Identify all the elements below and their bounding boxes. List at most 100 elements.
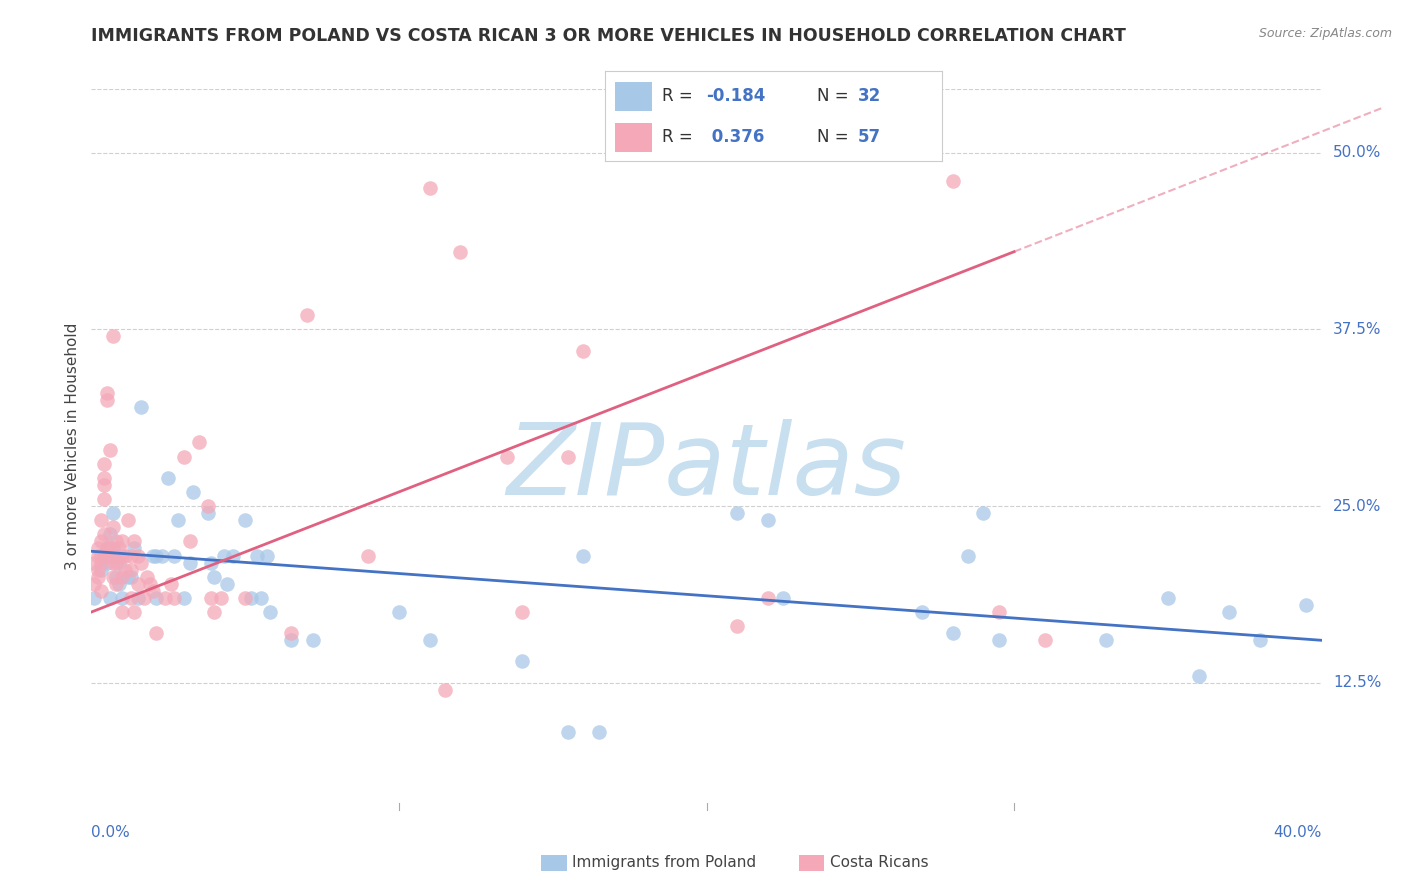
Point xyxy=(1218,605,1240,619)
Point xyxy=(280,626,302,640)
Point xyxy=(495,450,517,464)
Point xyxy=(96,386,118,401)
Point xyxy=(163,549,186,563)
Point xyxy=(911,605,934,619)
Point xyxy=(86,549,108,563)
Point xyxy=(1157,591,1180,605)
Point xyxy=(93,491,115,506)
Point xyxy=(132,591,155,605)
Point xyxy=(280,633,302,648)
Point xyxy=(101,506,124,520)
Point xyxy=(209,591,232,605)
Point xyxy=(956,549,979,563)
Point xyxy=(98,541,121,556)
Point xyxy=(434,682,457,697)
Text: 50.0%: 50.0% xyxy=(1333,145,1381,161)
Point xyxy=(449,244,471,259)
Point xyxy=(101,570,124,584)
Text: 57: 57 xyxy=(858,128,880,146)
Point xyxy=(90,583,112,598)
Point xyxy=(1249,633,1271,648)
Text: 12.5%: 12.5% xyxy=(1333,675,1381,690)
Text: 0.0%: 0.0% xyxy=(91,825,131,840)
Point xyxy=(129,556,152,570)
Point xyxy=(510,655,533,669)
Point xyxy=(557,450,579,464)
Point xyxy=(108,541,131,556)
Point xyxy=(108,556,131,570)
Point xyxy=(756,591,779,605)
Point xyxy=(105,549,127,563)
Point xyxy=(127,549,149,563)
Text: N =: N = xyxy=(817,128,853,146)
Point xyxy=(942,626,965,640)
Point xyxy=(212,549,235,563)
Point xyxy=(83,576,105,591)
Text: -0.184: -0.184 xyxy=(706,87,765,105)
Point xyxy=(200,556,222,570)
Point xyxy=(98,549,121,563)
Point xyxy=(153,591,177,605)
Point xyxy=(181,484,204,499)
Point xyxy=(86,563,108,577)
Point xyxy=(127,576,149,591)
Text: Source: ZipAtlas.com: Source: ZipAtlas.com xyxy=(1258,27,1392,40)
Point xyxy=(1033,633,1056,648)
Point xyxy=(142,583,165,598)
Point xyxy=(93,549,115,563)
Point xyxy=(90,513,112,527)
Point xyxy=(301,633,323,648)
Point xyxy=(1295,598,1317,612)
Point xyxy=(93,549,115,563)
Point xyxy=(160,576,183,591)
Point xyxy=(150,549,173,563)
Point xyxy=(295,308,318,322)
Point xyxy=(197,499,219,513)
Point xyxy=(90,563,112,577)
Point xyxy=(179,556,201,570)
Point xyxy=(111,534,134,549)
Point xyxy=(96,541,118,556)
Text: 25.0%: 25.0% xyxy=(1333,499,1381,514)
Point xyxy=(86,541,108,556)
Text: 40.0%: 40.0% xyxy=(1274,825,1322,840)
Y-axis label: 3 or more Vehicles in Household: 3 or more Vehicles in Household xyxy=(65,322,80,570)
Point xyxy=(98,591,121,605)
Point xyxy=(105,570,127,584)
Point xyxy=(510,605,533,619)
Point xyxy=(388,605,411,619)
Point xyxy=(572,549,595,563)
Point xyxy=(86,570,108,584)
Point xyxy=(124,541,146,556)
Point xyxy=(145,549,167,563)
Text: Costa Ricans: Costa Ricans xyxy=(830,855,928,870)
Point xyxy=(725,506,748,520)
Point xyxy=(756,513,779,527)
Point xyxy=(93,471,115,485)
Point xyxy=(200,591,222,605)
Point xyxy=(83,556,105,570)
Point xyxy=(145,626,167,640)
Point xyxy=(246,549,269,563)
Point xyxy=(105,576,127,591)
Point xyxy=(987,605,1010,619)
Point xyxy=(111,549,134,563)
Point xyxy=(98,527,121,541)
Point xyxy=(240,591,263,605)
Point xyxy=(90,556,112,570)
Point xyxy=(557,725,579,739)
Point xyxy=(111,570,134,584)
Point xyxy=(120,591,142,605)
Point xyxy=(93,457,115,471)
Point xyxy=(197,506,219,520)
Point xyxy=(1095,633,1118,648)
Point xyxy=(93,527,115,541)
Point xyxy=(135,570,157,584)
Text: Immigrants from Poland: Immigrants from Poland xyxy=(572,855,756,870)
Point xyxy=(120,563,142,577)
Point xyxy=(202,605,225,619)
Point xyxy=(256,549,278,563)
Point xyxy=(173,450,195,464)
Point xyxy=(114,549,136,563)
Text: 0.376: 0.376 xyxy=(706,128,765,146)
